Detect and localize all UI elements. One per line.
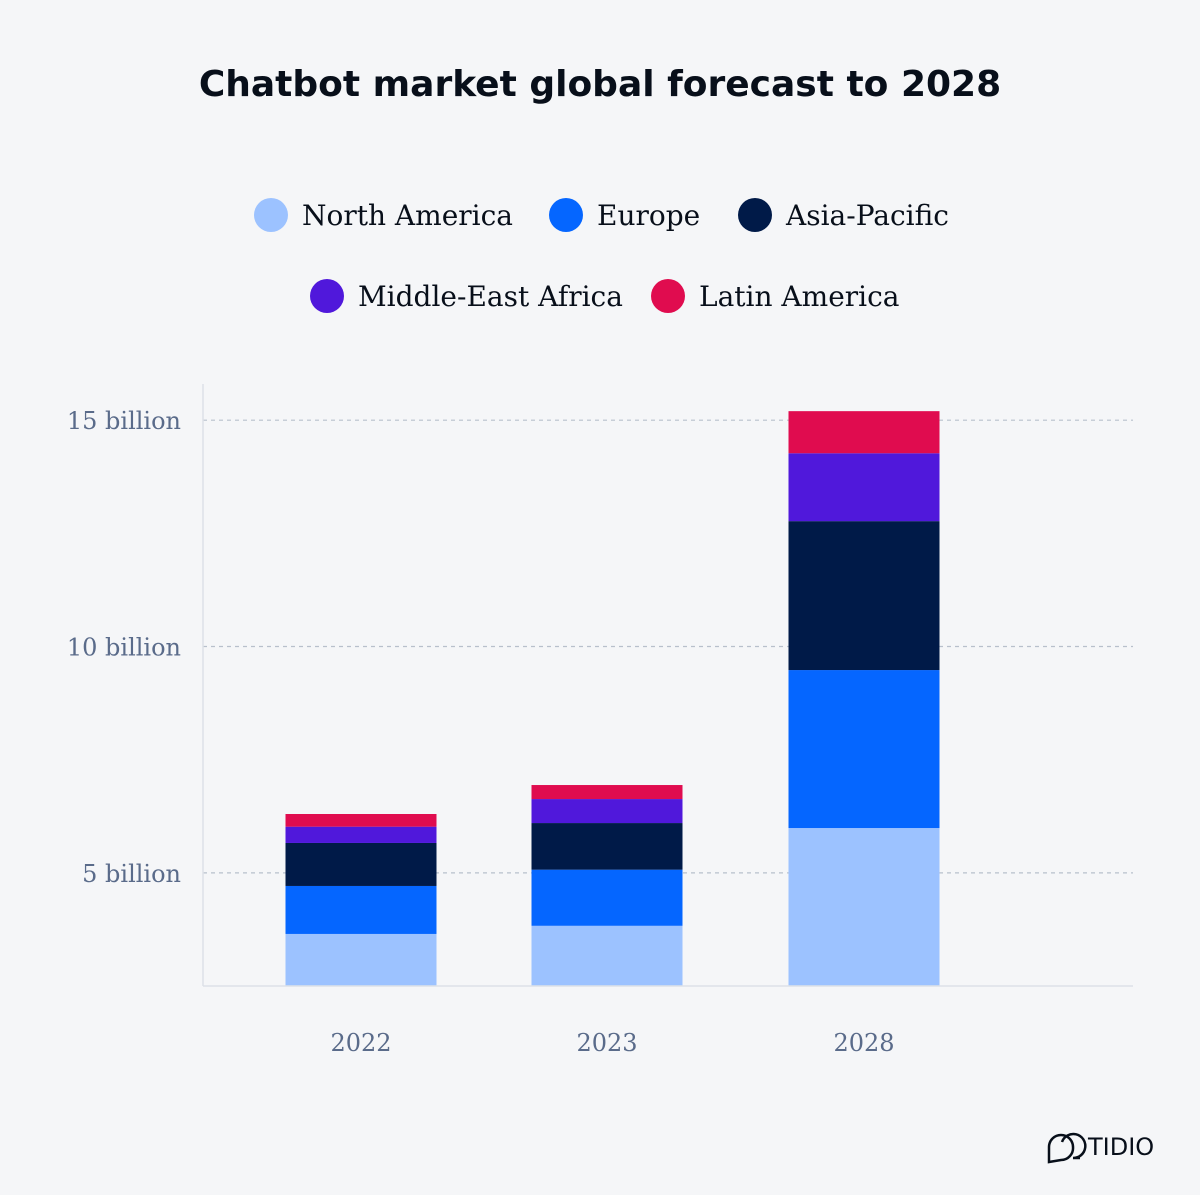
axes [202,384,1133,987]
bar-2023-middle-east-africa [531,799,683,824]
legend-swatch-4 [651,279,685,313]
bar-2022-latin-america [285,814,437,827]
bar-2022-europe [285,885,437,934]
bar-2028-middle-east-africa [788,453,940,522]
bar-2022-asia-pacific [285,842,437,886]
bar-2028-north-america [788,828,940,986]
legend-label: Asia-Pacific [785,199,949,232]
bar-2028-latin-america [788,411,940,454]
legend: North America Europe Asia-Pacific Middle-Ea… [254,198,949,313]
legend-swatch-1 [549,198,583,232]
tidio-logo-text: TIDIO [1087,1133,1154,1161]
x-tick-label: 2028 [833,1029,894,1057]
tidio-logo-icon [1047,1132,1087,1164]
bar-2023-north-america [531,925,683,986]
gridlines: 5 billion 10 billion 15 billion [67,407,1133,888]
x-tick-label: 2023 [576,1029,637,1057]
bar-2022-middle-east-africa [285,826,437,843]
bar-2022-north-america [285,933,437,986]
y-tick-label: 15 billion [67,407,181,435]
y-tick-label: 10 billion [67,634,181,662]
legend-label: Europe [597,199,700,232]
legend-swatch-0 [254,198,288,232]
y-tick-label: 5 billion [82,860,181,888]
legend-swatch-2 [738,198,772,232]
bar-2023-asia-pacific [531,823,683,870]
legend-label: North America [302,199,513,232]
legend-label: Middle-East Africa [358,280,623,313]
legend-swatch-3 [310,279,344,313]
bars: 2022 2023 2028 [285,411,940,1057]
tidio-logo: TIDIO [1047,1132,1154,1164]
legend-label: Latin America [699,280,899,313]
bar-2028-europe [788,670,940,829]
bar-2023-latin-america [531,785,683,800]
chart-title: Chatbot market global forecast to 2028 [199,64,1001,105]
x-tick-label: 2022 [330,1029,391,1057]
bar-2023-europe [531,869,683,926]
bar-2028-asia-pacific [788,521,940,671]
